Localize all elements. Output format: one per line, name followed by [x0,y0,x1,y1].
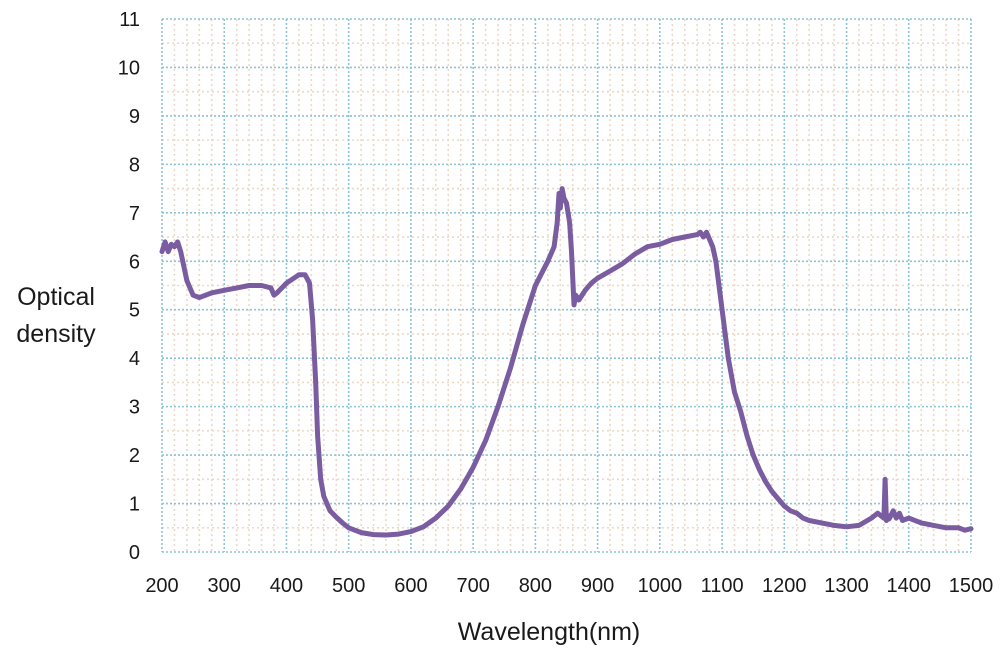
y-axis-title-line-1: Optical [17,283,95,311]
major-gridlines [161,18,972,553]
x-tick-label: 1200 [762,575,807,597]
x-tick-label: 300 [208,575,241,597]
y-tick-label: 6 [129,251,140,273]
x-tick-label: 1500 [949,575,994,597]
x-axis-title: Wavelength(nm) [458,618,640,646]
x-tick-label: 800 [519,575,552,597]
x-tick-label: 900 [581,575,614,597]
x-tick-label: 1400 [887,575,932,597]
y-axis-title-line-2: density [16,320,96,348]
y-tick-label: 3 [129,397,140,419]
y-tick-label: 9 [129,106,140,128]
x-tick-label: 600 [394,575,427,597]
x-tick-label: 700 [456,575,489,597]
x-tick-label: 500 [332,575,365,597]
x-tick-label: 1300 [824,575,869,597]
x-axis-tick-labels: 200 300 400 500 600 700 800 900 1000 1100 1200 1300… [145,575,993,597]
y-axis-tick-labels: 0 1 2 3 4 5 6 7 8 9 10 11 [118,9,140,564]
minor-gridlines [162,19,971,552]
y-tick-label: 1 [129,494,140,516]
x-tick-label: 400 [270,575,303,597]
y-tick-label: 0 [129,542,140,564]
x-tick-label: 1000 [638,575,683,597]
y-tick-label: 4 [129,348,140,370]
y-tick-label: 7 [129,203,140,225]
x-tick-label: 1100 [701,575,744,597]
y-tick-label: 2 [129,445,140,467]
x-tick-label: 200 [145,575,178,597]
y-tick-label: 10 [118,57,140,79]
y-tick-label: 8 [129,154,140,176]
y-tick-label: 11 [119,9,140,31]
optical-density-curve [159,186,974,538]
y-tick-label: 5 [129,300,140,322]
